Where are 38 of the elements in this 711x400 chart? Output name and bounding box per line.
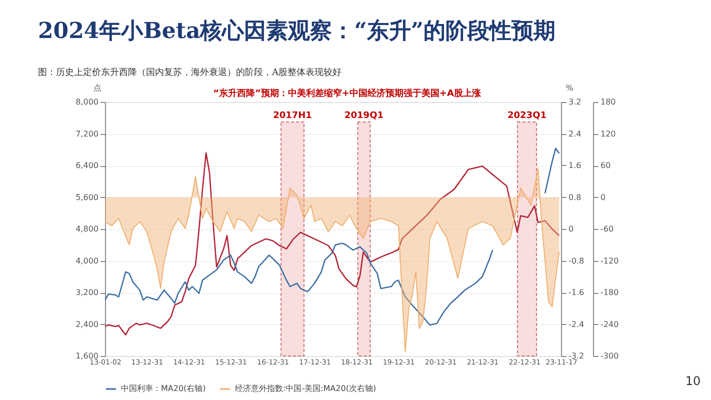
y-tick-label: 4,800 <box>76 224 98 234</box>
y3-tick-label: 120 <box>600 129 616 138</box>
y3-tick-label: 60 <box>600 161 611 170</box>
legend-label: 经济意外指数:中国-美国:MA20(次右轴) <box>235 384 376 393</box>
y2-tick-label: -3.2 <box>568 352 584 360</box>
y3-tick-label: -180 <box>600 288 619 297</box>
y2-tick-label: -0.8 <box>568 256 584 266</box>
y2-tick-label: -2.4 <box>568 320 584 329</box>
y3-tick-label: 0 <box>600 192 606 202</box>
y-axis-title: 点 <box>94 84 102 92</box>
y2-axis-title: % <box>566 84 574 92</box>
y-tick-label: 4,000 <box>76 256 98 266</box>
y2-tick-label: 0 <box>568 224 574 234</box>
y-tick-label: 6,400 <box>76 161 98 170</box>
y-tick-label: 7,200 <box>76 129 98 138</box>
y-tick-label: 3,200 <box>76 288 98 297</box>
y2-tick-label: 1.6 <box>568 161 582 170</box>
y2-tick-label: 0.8 <box>568 192 582 202</box>
band-label: 2017H1 <box>273 111 312 121</box>
y3-tick-label: 180 <box>600 98 616 106</box>
chart-subtitle: 图：历史上定价东升西降（国内复苏，海外衰退）的阶段，A股整体表现较好 <box>38 67 342 78</box>
y-tick-label: 5,600 <box>76 192 98 202</box>
y-tick-label: 2,400 <box>76 320 98 329</box>
band-label: 2023Q1 <box>508 111 546 121</box>
y2-tick-label: 3.2 <box>568 98 582 106</box>
y2-tick-label: -1.6 <box>568 288 584 297</box>
text: 10 <box>685 374 701 388</box>
chart-title: 2024年小Beta核心因素观察：“东升”的阶段性预期 <box>38 18 556 44</box>
y3-tick-label: -240 <box>600 320 619 329</box>
legend-label: 中国利率：MA20(右轴) <box>121 384 206 393</box>
text: “东升西降”预期：中美利差缩窄+中国经济预期强于美国+A股上涨 <box>213 88 482 99</box>
y-tick-label: 8,000 <box>76 98 98 106</box>
y3-tick-label: -60 <box>600 224 614 234</box>
y3-tick-label: -300 <box>600 352 619 360</box>
band-label: 2019Q1 <box>344 111 384 121</box>
y3-tick-label: -120 <box>600 256 619 266</box>
y2-tick-label: 2.4 <box>568 129 582 138</box>
y-tick-label: 1,600 <box>76 352 98 360</box>
